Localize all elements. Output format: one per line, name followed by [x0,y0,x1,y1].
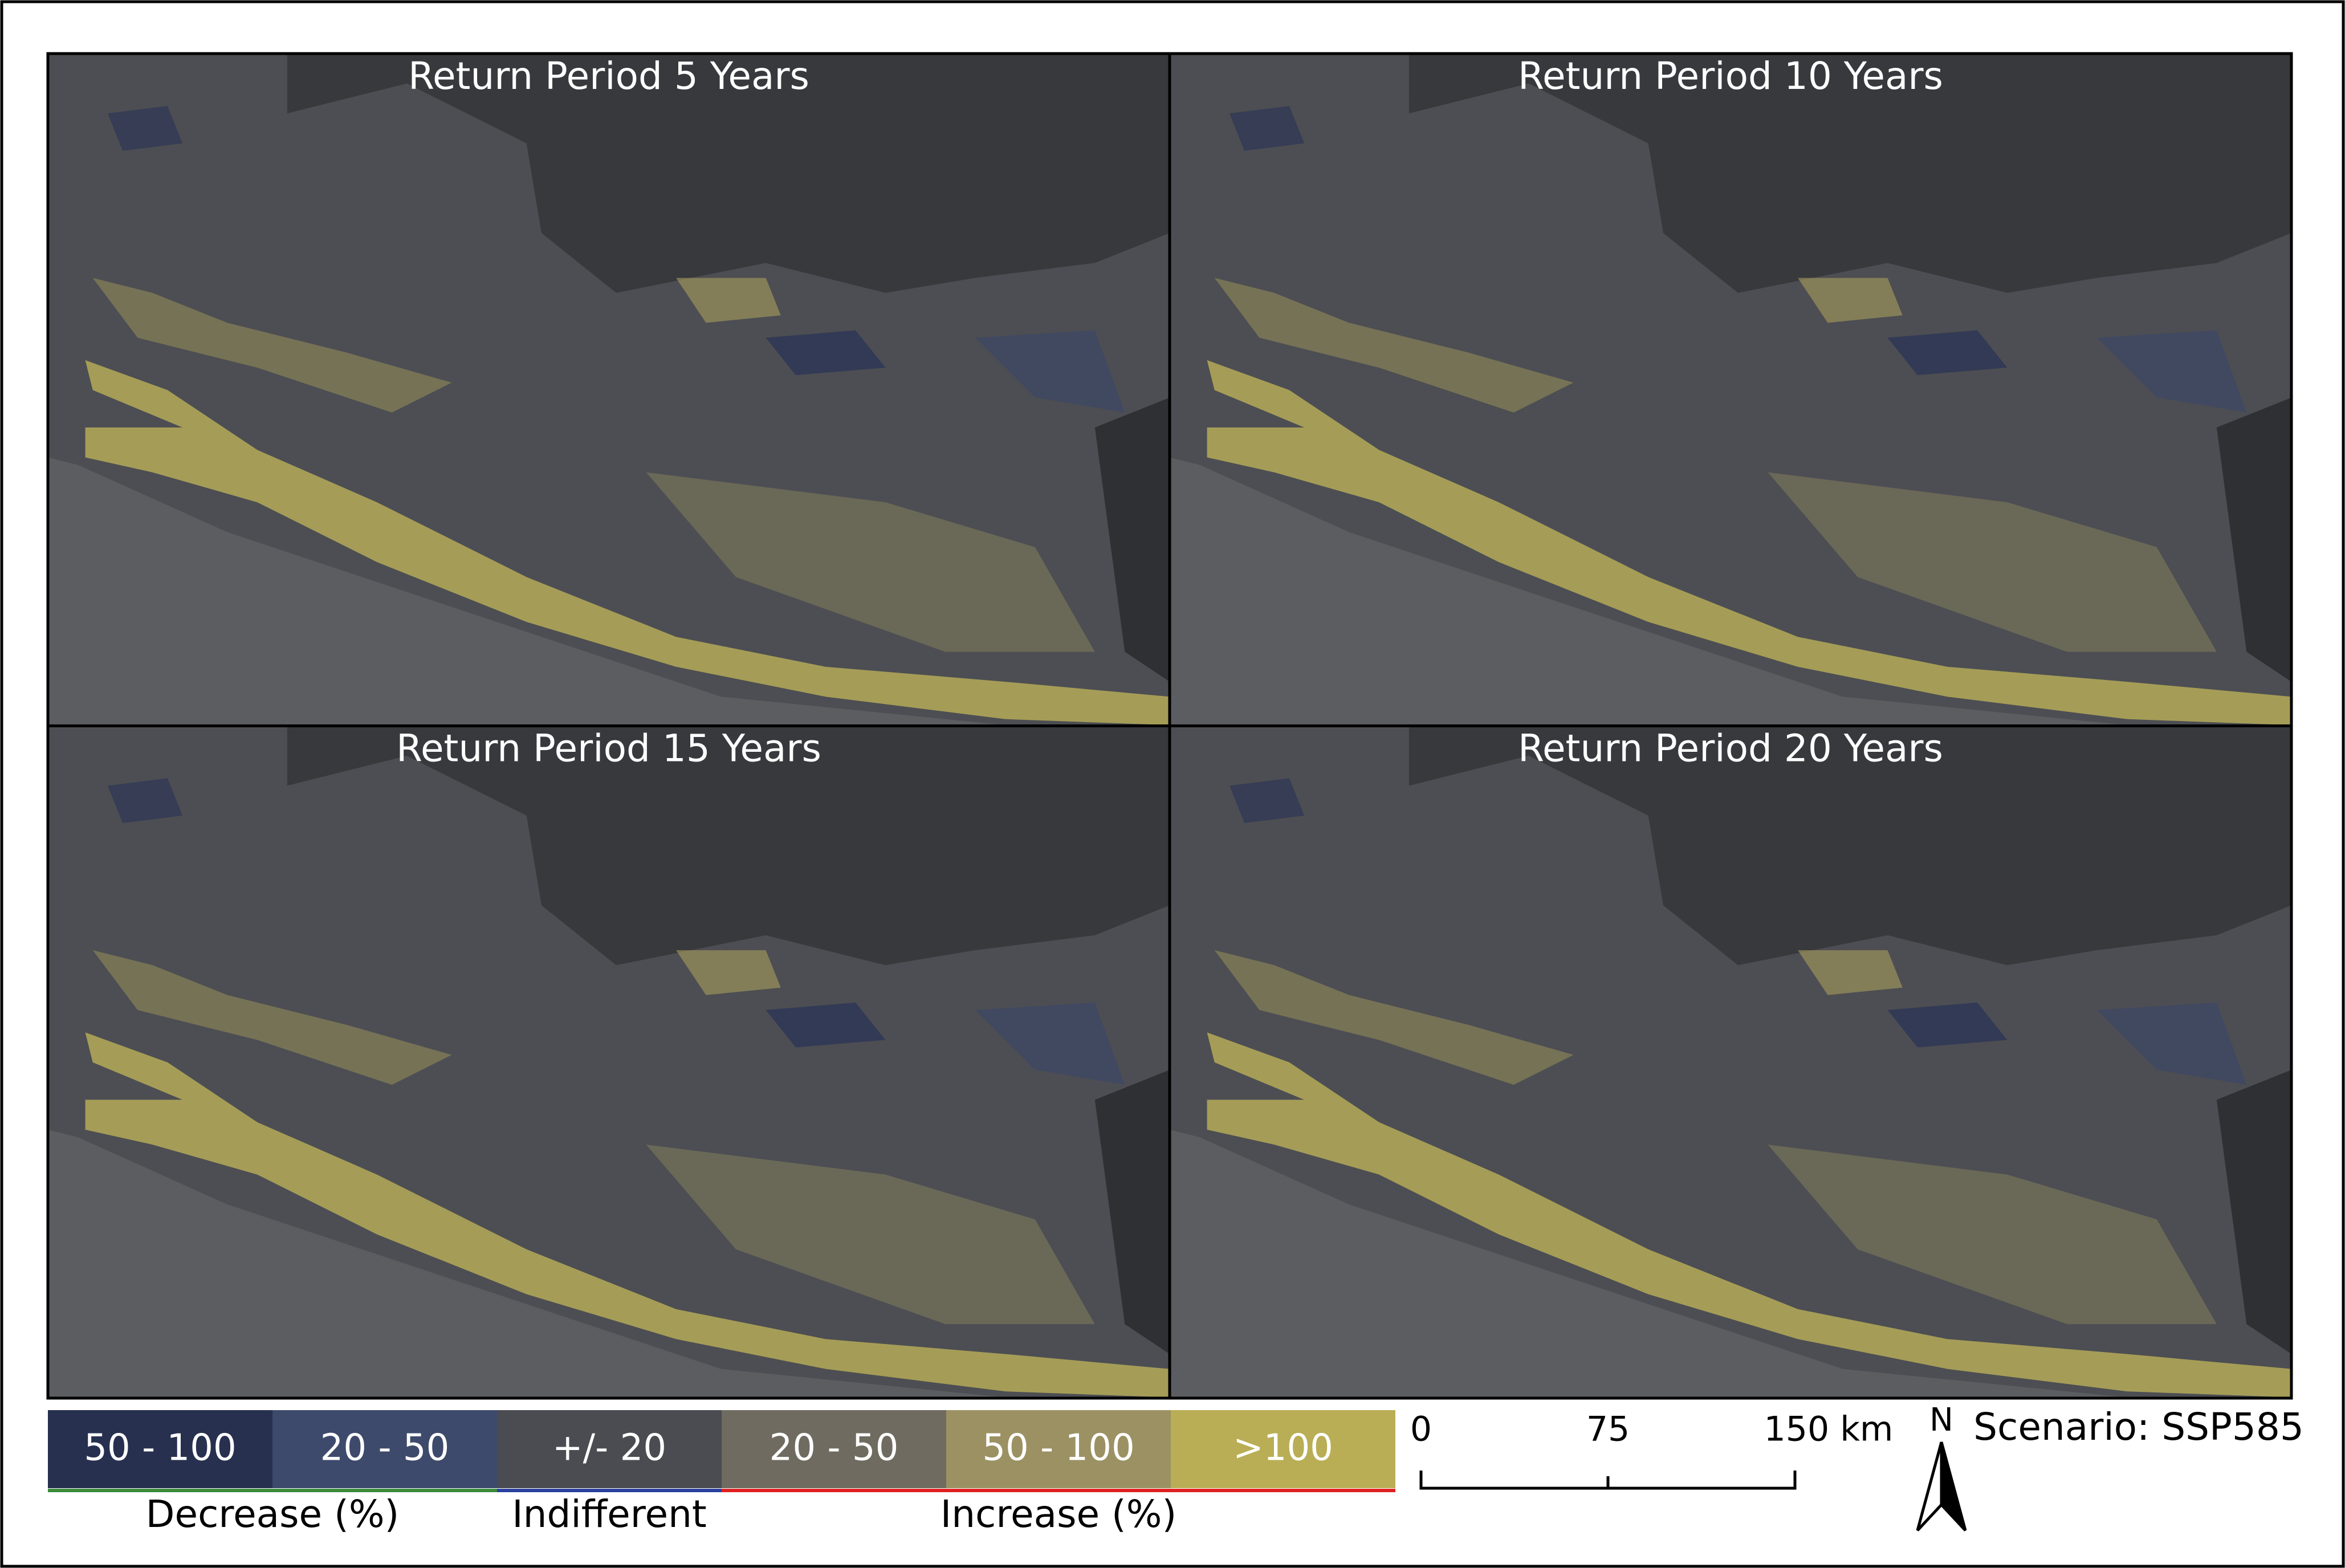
legend-swatch [1171,1410,1395,1488]
map-panel: Return Period 20 Years [1168,724,2293,1400]
panel-title: Return Period 5 Years [408,54,809,98]
scenario-label: Scenario: SSP585 [1973,1405,2304,1449]
scale-label: 75 [1586,1410,1630,1449]
map-panel: Return Period 15 Years [46,724,1171,1400]
legend-class-label: >100 [1233,1427,1333,1469]
legend-swatch [722,1410,946,1488]
scale-label: 0 [1410,1410,1432,1449]
legend-class-label: +/- 20 [552,1427,666,1469]
legend-class-label: 50 - 100 [84,1427,236,1469]
legend-class-label: 50 - 100 [982,1427,1134,1469]
panel-title: Return Period 10 Years [1518,54,1943,98]
panel-title: Return Period 15 Years [396,727,821,771]
legend-swatch [946,1410,1171,1488]
panel-title: Return Period 20 Years [1518,727,1943,771]
panel-border [1168,724,2293,1400]
legend-group-label: Increase (%) [941,1492,1177,1536]
north-label: N [1929,1402,1953,1439]
map-image [48,54,1170,726]
map-panel: Return Period 5 Years [46,52,1171,727]
map-image [48,726,1170,1398]
legend-swatch [272,1410,497,1488]
legend: 50 - 100 20 - 50 +/- 20 20 - 50 50 - 100 >100… [48,1410,1395,1536]
legend-swatch [497,1410,722,1488]
legend-class-label: 20 - 50 [320,1427,450,1469]
scale-label: 150 km [1764,1410,1894,1449]
scale-bar [1419,1471,1797,1490]
map-image [1170,726,2291,1398]
legend-swatch [48,1410,272,1488]
legend-group-label: Indifferent [512,1492,707,1536]
legend-group-label: Decrease (%) [146,1492,400,1536]
map-image [1170,54,2291,726]
map-panel: Return Period 10 Years [1168,52,2293,727]
north-arrow [1916,1441,1967,1532]
legend-class-label: 20 - 50 [770,1427,899,1469]
map-panels: Return Period 5 Years Return Period 10 Ye… [46,52,2293,1400]
